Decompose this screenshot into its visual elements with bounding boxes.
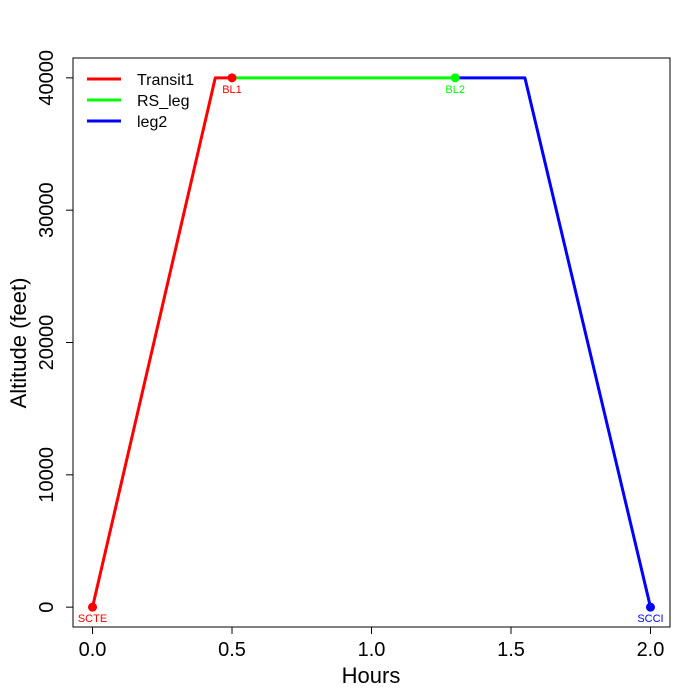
x-tick-label: 2.0 — [637, 639, 665, 661]
y-tick-label: 30000 — [36, 182, 58, 238]
x-tick-label: 0.5 — [218, 639, 246, 661]
legend-label: Transit1 — [137, 72, 194, 89]
waypoint-marker — [645, 602, 655, 612]
y-tick-label: 10000 — [36, 447, 58, 503]
x-tick-label: 1.0 — [358, 639, 386, 661]
x-tick-label: 1.5 — [497, 639, 525, 661]
series-layer — [91, 76, 652, 608]
y-axis-title: Altitude (feet) — [6, 278, 31, 409]
waypoint-label: SCCI — [637, 613, 663, 625]
legend-label: RS_leg — [137, 93, 189, 110]
legend: Transit1 RS_leg leg2 — [87, 72, 194, 131]
points-layer: SCTE BL1 BL2 SCCI — [78, 73, 664, 625]
plot-frame — [72, 57, 671, 628]
x-axis: 0.0 0.5 1.0 1.5 2.0 — [79, 626, 665, 661]
series-line-transit1 — [91, 76, 233, 608]
y-tick-label: 0 — [36, 602, 58, 613]
waypoint-marker — [227, 73, 237, 83]
series-line-leg2 — [455, 76, 652, 608]
waypoint-marker — [450, 73, 460, 83]
waypoint-label: BL1 — [222, 84, 242, 96]
waypoint-label: BL2 — [445, 84, 465, 96]
y-tick-label: 40000 — [36, 50, 58, 106]
waypoint-label: SCTE — [78, 613, 107, 625]
x-axis-title: Hours — [342, 663, 401, 688]
y-axis: 0 10000 20000 30000 40000 — [36, 50, 74, 613]
x-tick-label: 0.0 — [79, 639, 107, 661]
legend-label: leg2 — [137, 114, 167, 131]
y-tick-label: 20000 — [36, 315, 58, 371]
waypoint-marker — [88, 602, 98, 612]
